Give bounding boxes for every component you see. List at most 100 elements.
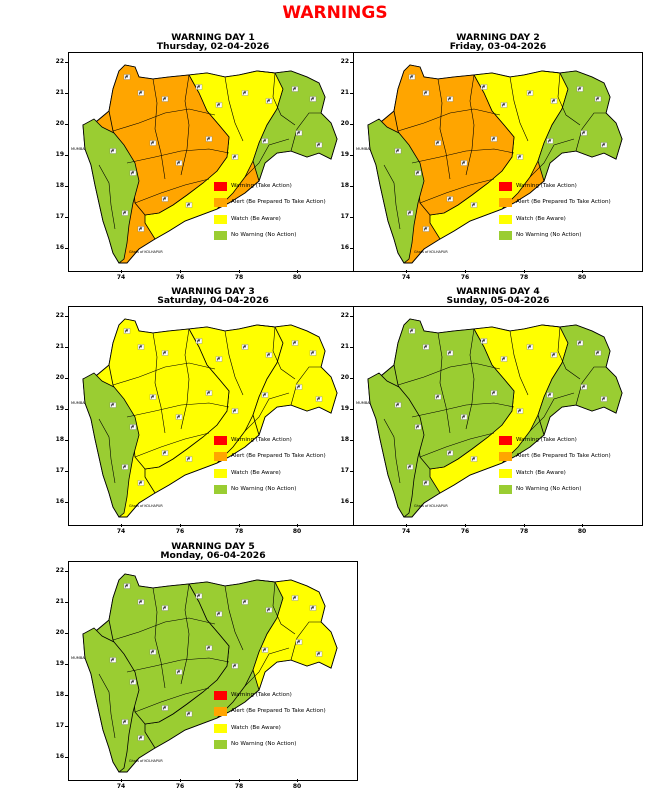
district-boundary	[411, 402, 515, 418]
warning-symbol-icon	[109, 148, 117, 154]
legend-swatch	[214, 436, 227, 445]
region-konkan-coast	[82, 118, 140, 264]
legend-label: Warning (Take Action)	[231, 437, 292, 443]
panel-date: Monday, 06-04-2026	[160, 550, 266, 561]
district-boundary	[383, 418, 401, 484]
legend-swatch	[214, 214, 227, 224]
warning-symbol-icon	[241, 90, 249, 96]
map-legend: Warning (Take Action) Alert (Be Prepared …	[499, 182, 639, 247]
warning-symbol-icon	[121, 464, 129, 470]
x-tick-mark	[582, 270, 583, 273]
x-tick-label: 76	[175, 274, 185, 281]
y-tick-label: 18	[340, 436, 349, 443]
map-frame: MUMBAI Ghats of KOLHAPUR Warning (Take Act…	[68, 561, 358, 781]
warning-symbol-icon	[546, 138, 554, 144]
x-tick-label: 74	[401, 528, 411, 535]
y-tick-mark	[65, 633, 68, 634]
warning-symbol-icon	[500, 102, 508, 108]
warning-symbol-icon	[291, 595, 299, 601]
warning-symbol-icon	[480, 84, 488, 90]
warning-symbol-icon	[516, 154, 524, 160]
y-tick-label: 19	[340, 405, 349, 412]
y-tick-label: 21	[55, 598, 64, 605]
warning-symbol-icon	[460, 160, 468, 166]
legend-label: Warning (Take Action)	[516, 183, 577, 189]
x-tick-label: 74	[401, 274, 411, 281]
y-tick-mark	[65, 186, 68, 187]
warning-symbol-icon	[195, 84, 203, 90]
warning-symbol-icon	[121, 210, 129, 216]
warning-symbol-icon	[546, 392, 554, 398]
warning-symbol-icon	[215, 611, 223, 617]
y-tick-label: 22	[55, 312, 64, 319]
panel-date: Friday, 03-04-2026	[449, 41, 547, 52]
x-tick-label: 80	[292, 528, 302, 535]
district-boundary	[152, 332, 166, 434]
warning-map-day-2: WARNING DAY 2 Friday, 03-04-2026 MUMBAI Gha…	[341, 33, 643, 302]
y-tick-label: 17	[55, 467, 64, 474]
y-tick-mark	[350, 316, 353, 317]
legend-swatch	[214, 723, 227, 733]
y-tick-mark	[350, 409, 353, 410]
warning-symbol-icon	[129, 170, 137, 176]
x-tick-label: 78	[519, 528, 529, 535]
legend-swatch	[214, 182, 227, 191]
warning-symbol-icon	[137, 480, 145, 486]
y-tick-label: 22	[340, 312, 349, 319]
x-tick-label: 78	[234, 528, 244, 535]
warning-symbol-icon	[422, 344, 430, 350]
y-tick-mark	[65, 155, 68, 156]
x-tick-label: 76	[460, 274, 470, 281]
y-tick-label: 21	[55, 343, 64, 350]
district-boundary	[180, 583, 190, 685]
district-boundary	[112, 108, 216, 132]
district-boundary	[419, 432, 495, 458]
map-frame: MUMBAI Ghats of KOLHAPUR Warning (Take Act…	[68, 52, 358, 272]
warning-symbol-icon	[446, 96, 454, 102]
warning-symbol-icon	[315, 142, 323, 148]
x-tick-label: 78	[519, 274, 529, 281]
district-boundary	[465, 74, 475, 176]
district-boundary	[134, 687, 210, 713]
y-tick-mark	[65, 471, 68, 472]
legend-label: No Warning (No Action)	[231, 231, 297, 238]
x-tick-mark	[297, 270, 298, 273]
legend-item: Alert (Be Prepared To Take Action)	[499, 452, 639, 468]
district-boundary	[112, 362, 216, 386]
warning-symbol-icon	[195, 593, 203, 599]
x-tick-mark	[239, 524, 240, 527]
x-tick-label: 80	[292, 783, 302, 790]
x-tick-mark	[465, 524, 466, 527]
x-tick-label: 76	[175, 528, 185, 535]
warning-symbol-icon	[580, 130, 588, 136]
legend-swatch	[499, 214, 512, 224]
district-boundary	[290, 621, 321, 661]
warning-symbol-icon	[576, 340, 584, 346]
region-konkan-coast	[367, 118, 425, 264]
district-boundary	[224, 330, 244, 396]
district-boundary	[272, 581, 296, 635]
warning-symbol-icon	[161, 96, 169, 102]
panel-date: Sunday, 05-04-2026	[446, 295, 550, 306]
x-tick-label: 74	[116, 274, 126, 281]
warning-symbol-icon	[241, 344, 249, 350]
warning-symbol-icon	[422, 226, 430, 232]
district-boundary	[397, 362, 501, 386]
x-tick-mark	[239, 270, 240, 273]
y-tick-label: 16	[55, 244, 64, 251]
warning-symbol-icon	[394, 402, 402, 408]
warning-symbol-icon	[185, 456, 193, 462]
district-boundary	[244, 392, 290, 432]
legend-label: Alert (Be Prepared To Take Action)	[516, 199, 611, 206]
y-tick-mark	[65, 124, 68, 125]
maharashtra-map: MUMBAI Ghats of KOLHAPUR	[71, 64, 338, 264]
x-tick-mark	[180, 524, 181, 527]
map-frame: MUMBAI Ghats of KOLHAPUR Warning (Take Act…	[353, 52, 643, 272]
warning-symbol-icon	[231, 408, 239, 414]
legend-item: Watch (Be Aware)	[214, 214, 354, 231]
x-tick-label: 76	[460, 528, 470, 535]
warning-symbol-icon	[291, 86, 299, 92]
legend-item: Watch (Be Aware)	[214, 723, 354, 740]
y-tick-label: 19	[55, 660, 64, 667]
warning-symbol-icon	[109, 402, 117, 408]
